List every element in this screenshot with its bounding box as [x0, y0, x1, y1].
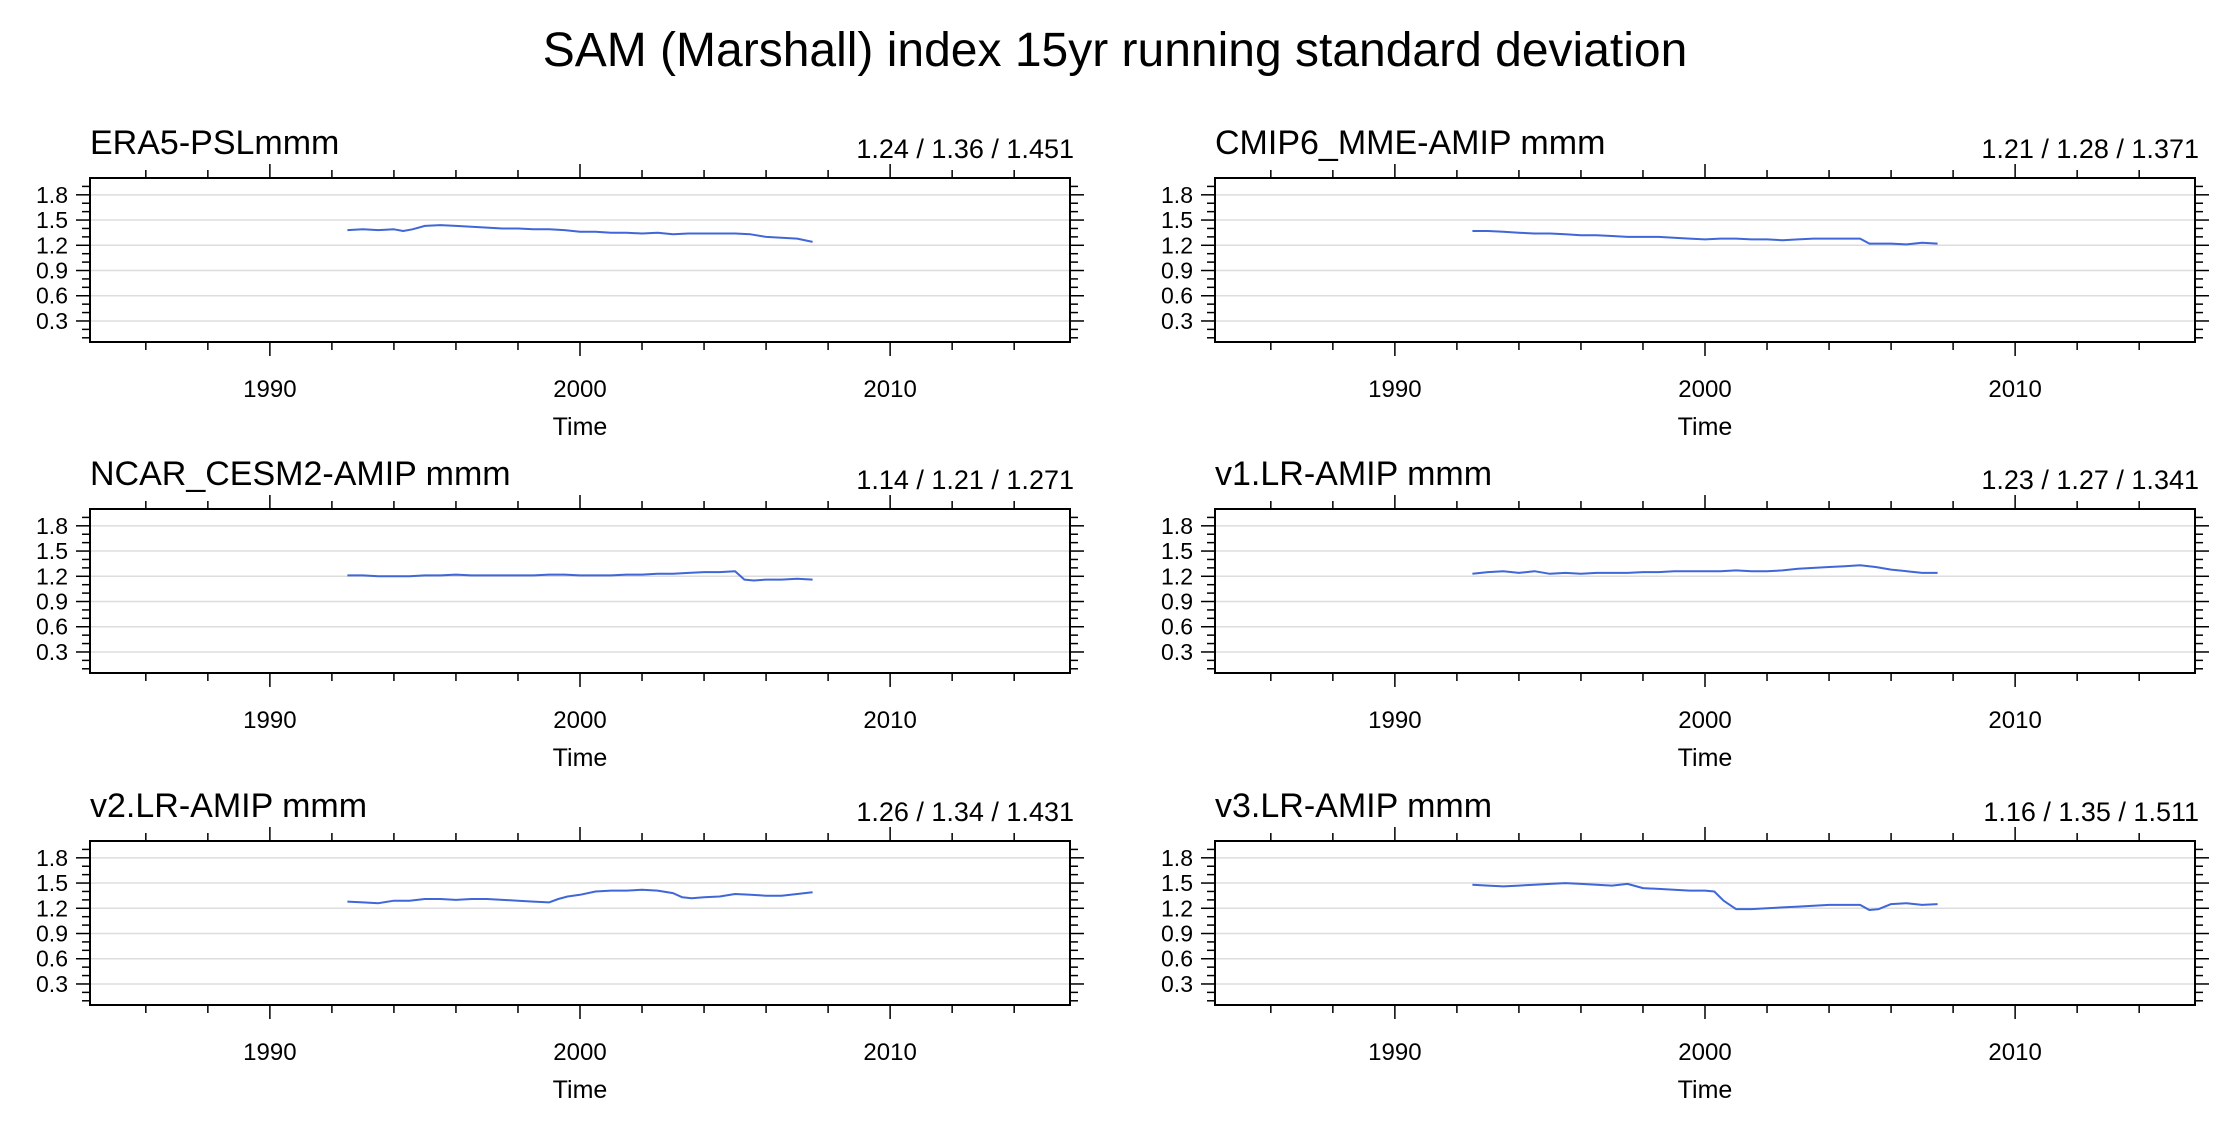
- x-tick-label: 1990: [243, 376, 296, 403]
- chart-panel: 0.30.60.91.21.51.8 1990 2000 2010 Time v3.LR-…: [1161, 787, 2209, 1104]
- y-tick-label: 1.2: [36, 232, 68, 258]
- y-tick-label: 0.9: [1161, 921, 1193, 947]
- data-series-line: [347, 570, 813, 582]
- y-tick-label: 0.6: [36, 614, 68, 640]
- y-tick-label: 0.6: [36, 946, 68, 972]
- y-tick-label: 1.5: [36, 538, 68, 564]
- panel-stats: 1.16 / 1.35 / 1.511: [1983, 797, 2199, 827]
- y-tick-label: 0.9: [36, 921, 68, 947]
- x-tick-label: 2010: [1988, 1039, 2041, 1066]
- y-tick-label: 0.3: [36, 308, 68, 334]
- y-tick-label: 0.6: [1161, 614, 1193, 640]
- x-tick-label: 2010: [863, 707, 916, 734]
- y-tick-label: 0.6: [36, 283, 68, 309]
- x-tick-label: 2010: [863, 376, 916, 403]
- x-tick-label: 1990: [1368, 707, 1421, 734]
- x-tick-label: 2000: [1678, 376, 1731, 403]
- y-tick-label: 1.2: [36, 895, 68, 921]
- x-axis-label: Time: [553, 1076, 608, 1104]
- y-tick-label: 0.6: [1161, 283, 1193, 309]
- plot-frame: [89, 840, 1071, 1006]
- panel-title: v3.LR-AMIP mmm: [1215, 787, 1492, 825]
- data-series-line: [347, 888, 813, 905]
- x-tick-label: 1990: [243, 707, 296, 734]
- x-tick-label: 2000: [1678, 1039, 1731, 1066]
- x-axis-label: Time: [1678, 413, 1733, 441]
- y-tick-label: 0.9: [36, 258, 68, 284]
- y-tick-label: 1.2: [1161, 563, 1193, 589]
- y-tick-label: 0.3: [1161, 308, 1193, 334]
- y-tick-label: 0.3: [1161, 639, 1193, 665]
- x-tick-label: 2000: [553, 376, 606, 403]
- chart-panel: 0.30.60.91.21.51.8 1990 2000 2010 Time CMIP6_…: [1161, 124, 2209, 441]
- y-tick-label: 1.2: [1161, 232, 1193, 258]
- y-tick-label: 1.5: [36, 870, 68, 896]
- figure-title: SAM (Marshall) index 15yr running standa…: [543, 24, 1688, 77]
- data-series-line: [347, 224, 813, 243]
- x-axis-label: Time: [553, 413, 608, 441]
- y-tick-label: 0.9: [1161, 589, 1193, 615]
- panel-stats: 1.26 / 1.34 / 1.431: [856, 797, 1074, 827]
- plot-frame: [89, 508, 1071, 674]
- y-tick-label: 1.8: [36, 182, 68, 208]
- y-tick-label: 0.3: [1161, 971, 1193, 997]
- y-tick-label: 1.8: [36, 845, 68, 871]
- y-tick-label: 1.5: [1161, 870, 1193, 896]
- plot-frame: [89, 177, 1071, 343]
- chart-panel: 0.30.60.91.21.51.8 1990 2000 2010 Time NCAR_C…: [36, 455, 1084, 772]
- y-tick-label: 1.2: [36, 563, 68, 589]
- data-series-line: [1472, 882, 1938, 911]
- y-tick-label: 1.8: [1161, 513, 1193, 539]
- panel-title: ERA5-PSLmmm: [90, 124, 339, 162]
- panel-stats: 1.14 / 1.21 / 1.271: [856, 465, 1074, 495]
- x-tick-label: 2000: [1678, 707, 1731, 734]
- data-series-line: [1472, 230, 1938, 246]
- x-tick-label: 2010: [863, 1039, 916, 1066]
- y-tick-label: 1.5: [1161, 538, 1193, 564]
- y-tick-label: 1.8: [1161, 182, 1193, 208]
- data-series-line: [1472, 564, 1938, 575]
- y-tick-label: 0.3: [36, 971, 68, 997]
- plot-frame: [1214, 508, 2196, 674]
- panel-title: CMIP6_MME-AMIP mmm: [1215, 124, 1605, 162]
- chart-panel: 0.30.60.91.21.51.8 1990 2000 2010 Time ERA5-P…: [36, 124, 1084, 441]
- y-tick-label: 0.6: [1161, 946, 1193, 972]
- x-axis-label: Time: [1678, 744, 1733, 772]
- plot-frame: [1214, 840, 2196, 1006]
- x-axis-label: Time: [1678, 1076, 1733, 1104]
- y-tick-label: 0.9: [36, 589, 68, 615]
- panel-stats: 1.24 / 1.36 / 1.451: [856, 134, 1074, 164]
- panel-stats: 1.21 / 1.28 / 1.371: [1981, 134, 2199, 164]
- x-tick-label: 2010: [1988, 707, 2041, 734]
- panel-title: v2.LR-AMIP mmm: [90, 787, 367, 825]
- x-tick-label: 1990: [243, 1039, 296, 1066]
- panel-title: v1.LR-AMIP mmm: [1215, 455, 1492, 493]
- y-tick-label: 1.5: [36, 207, 68, 233]
- plot-frame: [1214, 177, 2196, 343]
- panel-stats: 1.23 / 1.27 / 1.341: [1981, 465, 2199, 495]
- y-tick-label: 1.8: [1161, 845, 1193, 871]
- y-tick-label: 1.5: [1161, 207, 1193, 233]
- x-tick-label: 2010: [1988, 376, 2041, 403]
- x-axis-label: Time: [553, 744, 608, 772]
- x-tick-label: 1990: [1368, 1039, 1421, 1066]
- chart-panel: 0.30.60.91.21.51.8 1990 2000 2010 Time v2.LR-…: [36, 787, 1084, 1104]
- y-tick-label: 0.9: [1161, 258, 1193, 284]
- y-tick-label: 1.8: [36, 513, 68, 539]
- x-tick-label: 1990: [1368, 376, 1421, 403]
- x-tick-label: 2000: [553, 1039, 606, 1066]
- x-tick-label: 2000: [553, 707, 606, 734]
- y-tick-label: 0.3: [36, 639, 68, 665]
- y-tick-label: 1.2: [1161, 895, 1193, 921]
- chart-panel: 0.30.60.91.21.51.8 1990 2000 2010 Time v1.LR-…: [1161, 455, 2209, 772]
- panel-title: NCAR_CESM2-AMIP mmm: [90, 455, 511, 493]
